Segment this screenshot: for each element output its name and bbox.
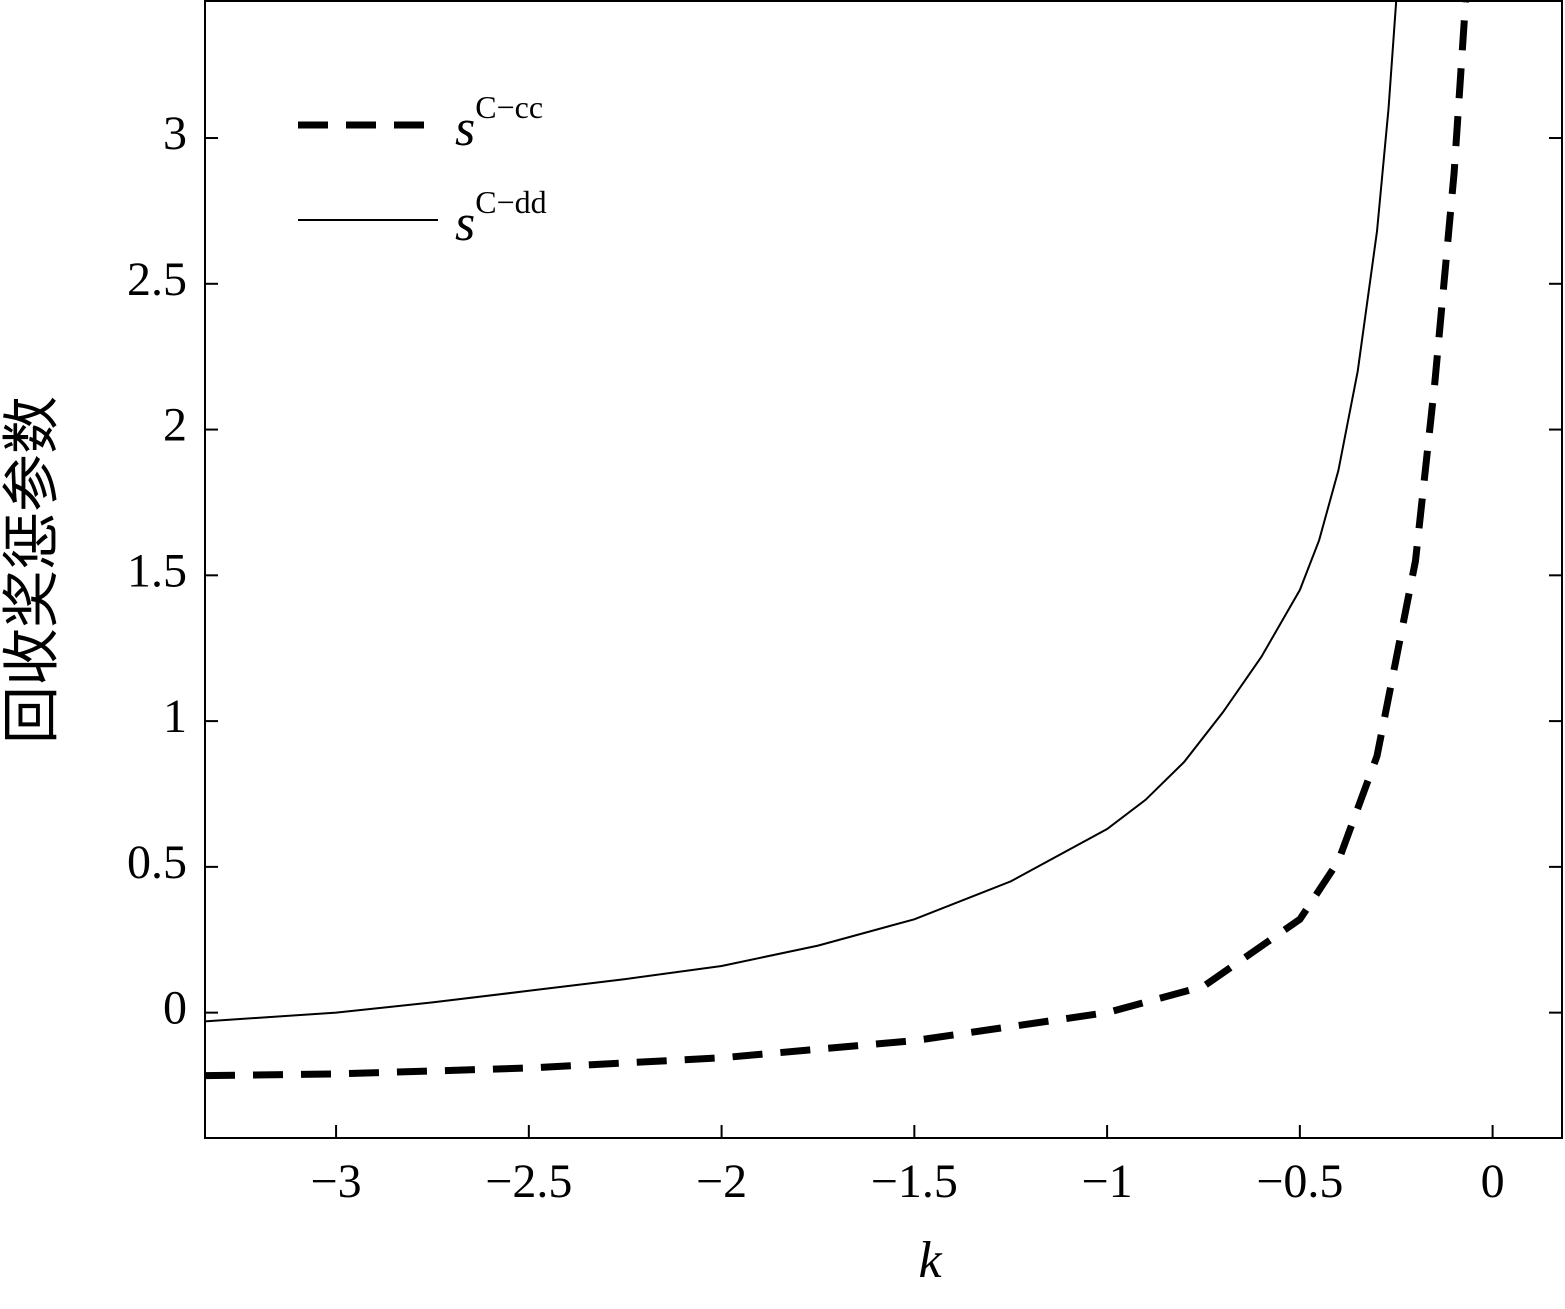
y-tick-label: 2 xyxy=(163,399,187,452)
x-tick-label: 0 xyxy=(1481,1155,1505,1208)
legend-label-sup: C−cc xyxy=(475,89,543,125)
y-tick-label: 1.5 xyxy=(127,544,187,597)
y-tick-label: 2.5 xyxy=(127,253,187,306)
x-tick-label: −1 xyxy=(1082,1155,1133,1208)
plot-lines xyxy=(205,1,1470,1080)
plot-frame xyxy=(204,0,1563,1139)
y-axis-label: 回收奖惩参数 xyxy=(0,396,64,744)
x-tick-label: −2 xyxy=(696,1155,747,1208)
x-axis-label: k xyxy=(918,1232,942,1289)
legend-label: sC−cc xyxy=(455,89,543,157)
line-series xyxy=(205,1,1470,1080)
y-tick-label: 0 xyxy=(163,982,187,1035)
x-tick-label: −2.5 xyxy=(485,1155,572,1208)
x-tick-label: −3 xyxy=(311,1155,362,1208)
legend-label: sC−dd xyxy=(455,184,547,252)
x-tick-label: −0.5 xyxy=(1256,1155,1343,1208)
y-tick-label: 1 xyxy=(163,690,187,743)
legend-label-base: s xyxy=(455,195,475,252)
y-tick-label: 0.5 xyxy=(127,836,187,889)
legend-label-base: s xyxy=(455,100,475,157)
x-tick-label: −1.5 xyxy=(871,1155,958,1208)
line-series xyxy=(205,1,1398,1023)
y-tick-label: 3 xyxy=(163,107,187,160)
legend-label-sup: C−dd xyxy=(475,184,546,220)
